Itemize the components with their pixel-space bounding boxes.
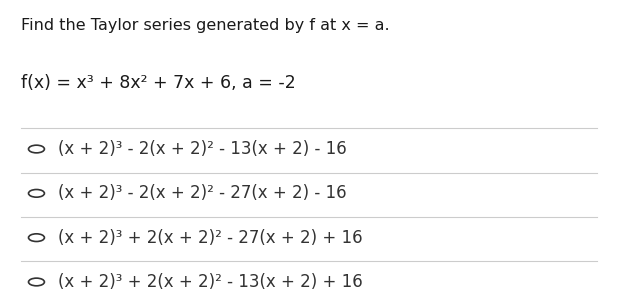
Text: (x + 2)³ + 2(x + 2)² - 13(x + 2) + 16: (x + 2)³ + 2(x + 2)² - 13(x + 2) + 16 [58, 273, 363, 291]
Text: (x + 2)³ + 2(x + 2)² - 27(x + 2) + 16: (x + 2)³ + 2(x + 2)² - 27(x + 2) + 16 [58, 229, 363, 247]
Text: (x + 2)³ - 2(x + 2)² - 27(x + 2) - 16: (x + 2)³ - 2(x + 2)² - 27(x + 2) - 16 [58, 184, 347, 202]
Text: (x + 2)³ - 2(x + 2)² - 13(x + 2) - 16: (x + 2)³ - 2(x + 2)² - 13(x + 2) - 16 [58, 140, 347, 158]
Text: f(x) = x³ + 8x² + 7x + 6, a = -2: f(x) = x³ + 8x² + 7x + 6, a = -2 [21, 74, 296, 92]
Text: Find the Taylor series generated by f at x = a.: Find the Taylor series generated by f at… [21, 17, 390, 33]
